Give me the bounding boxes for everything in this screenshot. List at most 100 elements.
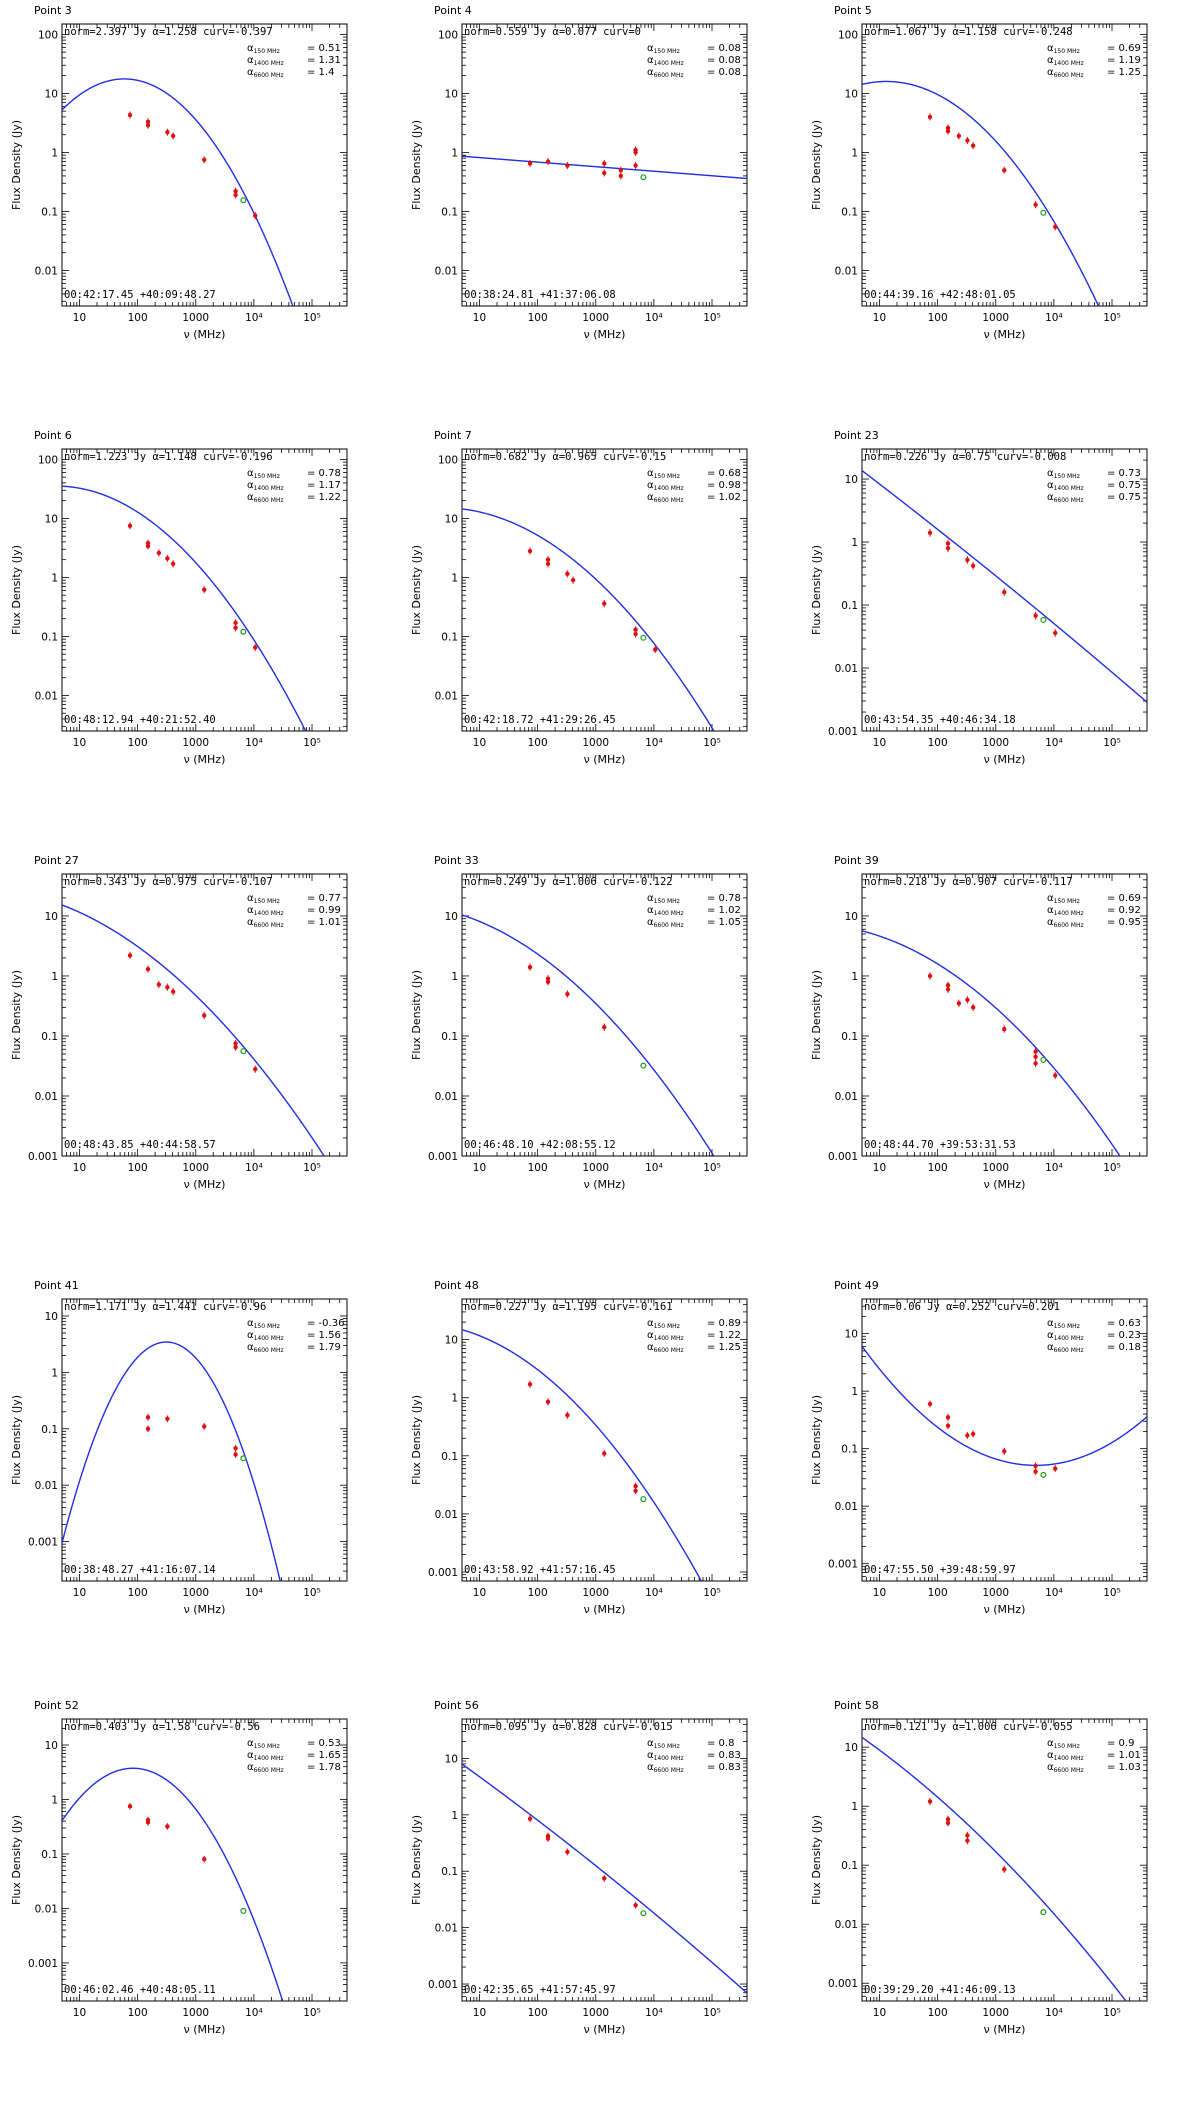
fit-curve — [862, 1736, 1127, 2001]
plot-frame — [861, 1718, 1148, 2002]
data-point — [965, 1431, 970, 1439]
data-point — [170, 560, 176, 568]
y-tick-label: 10 — [45, 1311, 58, 1323]
data-point — [145, 965, 151, 973]
y-tick-label: 0.1 — [41, 1849, 58, 1861]
x-axis-label: ν (MHz) — [984, 753, 1026, 766]
y-tick-label: 10 — [45, 911, 58, 923]
chart-title: Point 58 — [834, 1699, 879, 1712]
spectral-index-value: = 0.99 — [307, 905, 341, 916]
spectral-index-label: α150 MHz — [647, 43, 680, 55]
data-point — [1033, 611, 1038, 620]
data-point — [165, 1823, 170, 1830]
plot-frame — [61, 873, 348, 1157]
data-point — [233, 1451, 238, 1458]
spectral-index-label: α1400 MHz — [647, 1750, 684, 1762]
y-tick-label: 0.01 — [435, 690, 458, 702]
spectral-index-label: α1400 MHz — [247, 480, 284, 492]
y-axis-label: Flux Density (Jy) — [410, 545, 423, 635]
fit-curve — [462, 1329, 703, 1581]
x-tick-label: 10⁴ — [1045, 312, 1063, 324]
data-point — [1033, 201, 1038, 209]
data-point — [202, 156, 207, 164]
plot-frame — [861, 23, 1148, 307]
y-tick-label: 100 — [438, 29, 458, 41]
y-tick-label: 0.01 — [35, 1091, 58, 1103]
y-tick-label: 100 — [838, 29, 858, 41]
y-tick-label: 10 — [845, 474, 858, 486]
chart-panel: Point 5 0.01 0.1 1 10 100 10 100 1000 10⁴ 10⁵ ν (MH… — [800, 0, 1200, 410]
x-tick-label: 10⁵ — [303, 737, 321, 749]
x-tick-label: 10⁵ — [1103, 1587, 1121, 1599]
plot-frame — [461, 873, 748, 1157]
data-point — [945, 544, 951, 552]
axis-ticks — [61, 1298, 348, 1582]
fit-curve — [462, 155, 747, 180]
chart-title: Point 52 — [34, 1699, 79, 1712]
y-tick-label: 0.001 — [428, 1567, 458, 1579]
spectral-index-value: = 0.08 — [707, 67, 741, 78]
x-tick-label: 100 — [128, 1162, 148, 1174]
chart-title: Point 27 — [34, 854, 79, 867]
data-point — [602, 1023, 607, 1031]
x-tick-label: 1000 — [182, 737, 209, 749]
data-point — [527, 963, 533, 971]
spectral-index-label: α150 MHz — [247, 43, 280, 55]
y-tick-label: 0.1 — [441, 631, 458, 643]
y-tick-label: 100 — [438, 454, 458, 466]
spectral-index-label: α1400 MHz — [647, 905, 684, 917]
y-tick-label: 0.1 — [841, 206, 858, 218]
axis-ticks — [861, 1718, 1148, 2002]
spectral-index-label: α6600 MHz — [247, 1342, 284, 1354]
x-tick-label: 10⁴ — [245, 2007, 263, 2019]
chart-title: Point 39 — [834, 854, 879, 867]
chart-title: Point 23 — [834, 429, 879, 442]
spectrum-chart: Point 48 0.001 0.01 0.1 1 10 10 100 1000 10⁴ 10⁵ ν … — [410, 1279, 748, 1616]
spectral-index-label: α6600 MHz — [1047, 1342, 1084, 1354]
data-point — [602, 1449, 607, 1457]
x-axis-label: ν (MHz) — [984, 328, 1026, 341]
axis-ticks — [461, 449, 748, 731]
data-point — [545, 1398, 551, 1406]
fit-parameters: norm=0.226 Jy α=0.75 curv=-0.008 — [864, 451, 1066, 463]
y-tick-label: 0.001 — [428, 1979, 458, 1991]
chart-title: Point 7 — [434, 429, 472, 442]
data-point — [956, 999, 962, 1007]
spectral-index-label: α1400 MHz — [247, 905, 284, 917]
plot-frame — [61, 1298, 348, 1582]
x-tick-label: 100 — [128, 312, 148, 324]
spectral-index-label: α6600 MHz — [247, 67, 284, 79]
data-point — [527, 159, 533, 168]
spectral-index-label: α1400 MHz — [1047, 55, 1084, 67]
data-point — [570, 576, 576, 584]
fit-curve — [862, 80, 1100, 306]
x-tick-label: 10⁴ — [645, 737, 663, 749]
data-point — [965, 136, 970, 144]
spectral-index-label: α6600 MHz — [647, 492, 684, 504]
data-point — [927, 113, 933, 121]
y-axis-label: Flux Density (Jy) — [410, 970, 423, 1060]
spectral-index-label: α150 MHz — [247, 1738, 280, 1750]
data-point — [545, 560, 551, 568]
data-point — [653, 645, 658, 654]
chart-title: Point 48 — [434, 1279, 479, 1292]
data-point — [233, 1043, 238, 1051]
chart-title: Point 33 — [434, 854, 479, 867]
fit-parameters: norm=0.06 Jy α=0.252 curv=0.201 — [864, 1301, 1060, 1313]
y-tick-label: 1 — [851, 1801, 858, 1813]
chart-panel: Point 48 0.001 0.01 0.1 1 10 10 100 1000 10⁴ 10⁵ ν … — [400, 1275, 800, 1685]
y-tick-label: 1 — [51, 971, 58, 983]
green-data-point — [240, 197, 247, 204]
fit-curve — [462, 914, 715, 1156]
y-tick-label: 10 — [845, 1329, 858, 1341]
data-point — [127, 522, 133, 530]
y-tick-label: 0.1 — [841, 1031, 858, 1043]
spectral-index-value: = 0.18 — [1107, 1342, 1141, 1353]
fit-curve — [462, 508, 715, 731]
y-tick-label: 10 — [845, 1742, 858, 1754]
y-tick-label: 1 — [51, 1794, 58, 1806]
x-axis-label: ν (MHz) — [184, 1178, 226, 1191]
x-tick-label: 1000 — [582, 312, 609, 324]
x-axis-label: ν (MHz) — [584, 1603, 626, 1616]
data-point — [970, 1430, 976, 1438]
